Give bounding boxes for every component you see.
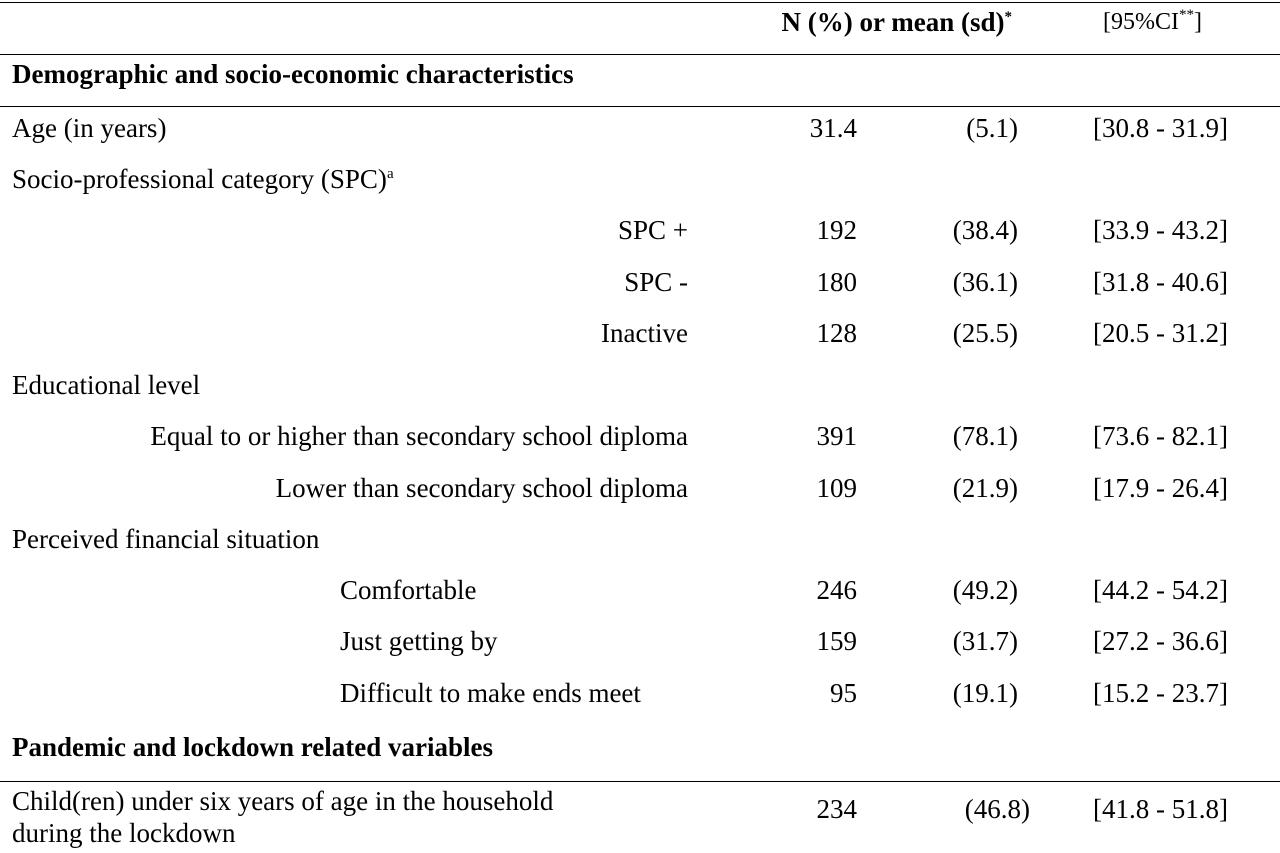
section-title-demographic: Demographic and socio-economic character… (0, 54, 1280, 94)
row-label-line1: Child(ren) under six years of age in the… (12, 786, 554, 816)
row-ci: [33.9 - 43.2] (1093, 215, 1228, 245)
row-pct: (78.1) (952, 421, 1018, 451)
group-title-education: Educational level (0, 365, 1280, 405)
group-title-spc: Socio-professional category (SPC)a (0, 159, 1280, 199)
row-label: Educational level (12, 370, 201, 400)
row-label: Inactive (601, 318, 688, 348)
table-row: Lower than secondary school diploma 109 … (0, 468, 1280, 508)
row-pct: (36.1) (952, 267, 1018, 297)
row-n: 246 (816, 575, 858, 605)
row-n: 95 (830, 678, 857, 708)
section-title-pandemic: Pandemic and lockdown related variables (0, 727, 1280, 767)
row-label: Just getting by (340, 626, 498, 656)
row-pct: (49.2) (952, 575, 1018, 605)
row-label: Comfortable (340, 575, 477, 605)
top-rule (0, 2, 1280, 3)
table-row: SPC + 192 (38.4) [33.9 - 43.2] (0, 210, 1280, 250)
row-label-line2: during the lockdown (12, 818, 236, 848)
section-label: Demographic and socio-economic character… (12, 59, 574, 89)
row-pct: (25.5) (952, 318, 1018, 348)
table-row: Difficult to make ends meet 95 (19.1) [1… (0, 673, 1280, 713)
row-pct: (19.1) (952, 678, 1018, 708)
section-rule-demographic (0, 106, 1280, 107)
header-ci: [95%CI**] (1103, 7, 1202, 35)
row-ci: [41.8 - 51.8] (1093, 794, 1228, 824)
table-row: Age (in years) 31.4 (5.1) [30.8 - 31.9] (0, 108, 1280, 148)
table-row: Child(ren) under six years of age in the… (0, 784, 1280, 850)
row-pct: (38.4) (952, 215, 1018, 245)
table-row: Inactive 128 (25.5) [20.5 - 31.2] (0, 313, 1280, 353)
row-pct: (31.7) (952, 626, 1018, 656)
row-ci: [27.2 - 36.6] (1093, 626, 1228, 656)
row-n: 31.4 (809, 113, 857, 143)
row-ci: [73.6 - 82.1] (1093, 421, 1228, 451)
row-ci: [30.8 - 31.9] (1093, 113, 1228, 143)
table-row: Just getting by 159 (31.7) [27.2 - 36.6] (0, 621, 1280, 661)
row-label: Difficult to make ends meet (340, 678, 641, 708)
row-label: SPC + (617, 215, 688, 245)
row-label: Lower than secondary school diploma (275, 473, 688, 503)
header-rule (0, 54, 1280, 55)
row-label: Socio-professional category (SPC)a (12, 164, 394, 194)
row-ci: [31.8 - 40.6] (1093, 267, 1228, 297)
row-n: 192 (816, 215, 858, 245)
section-label: Pandemic and lockdown related variables (12, 732, 494, 762)
header-stat: N (%) or mean (sd)* (781, 7, 1012, 37)
row-n: 109 (816, 473, 858, 503)
row-label: Age (in years) (12, 113, 167, 143)
table-header: N (%) or mean (sd)* [95%CI**] (0, 2, 1280, 42)
row-n: 234 (816, 794, 858, 824)
row-ci: [15.2 - 23.7] (1093, 678, 1228, 708)
row-ci: [17.9 - 26.4] (1093, 473, 1228, 503)
row-label: Perceived financial situation (12, 524, 320, 554)
table-row: Comfortable 246 (49.2) [44.2 - 54.2] (0, 570, 1280, 610)
group-title-financial: Perceived financial situation (0, 519, 1280, 559)
row-n: 180 (816, 267, 858, 297)
row-ci: [44.2 - 54.2] (1093, 575, 1228, 605)
table-row: Equal to or higher than secondary school… (0, 416, 1280, 456)
row-n: 391 (816, 421, 858, 451)
table-row: SPC - 180 (36.1) [31.8 - 40.6] (0, 262, 1280, 302)
row-ci: [20.5 - 31.2] (1093, 318, 1228, 348)
row-pct: (5.1) (966, 113, 1018, 143)
row-label: Child(ren) under six years of age in the… (12, 785, 553, 849)
row-n: 128 (816, 318, 858, 348)
section-rule-pandemic (0, 781, 1280, 782)
row-label: SPC - (624, 267, 688, 297)
row-pct: (21.9) (952, 473, 1018, 503)
row-label: Equal to or higher than secondary school… (150, 421, 688, 451)
row-pct: (46.8) (964, 794, 1030, 824)
row-n: 159 (816, 626, 858, 656)
